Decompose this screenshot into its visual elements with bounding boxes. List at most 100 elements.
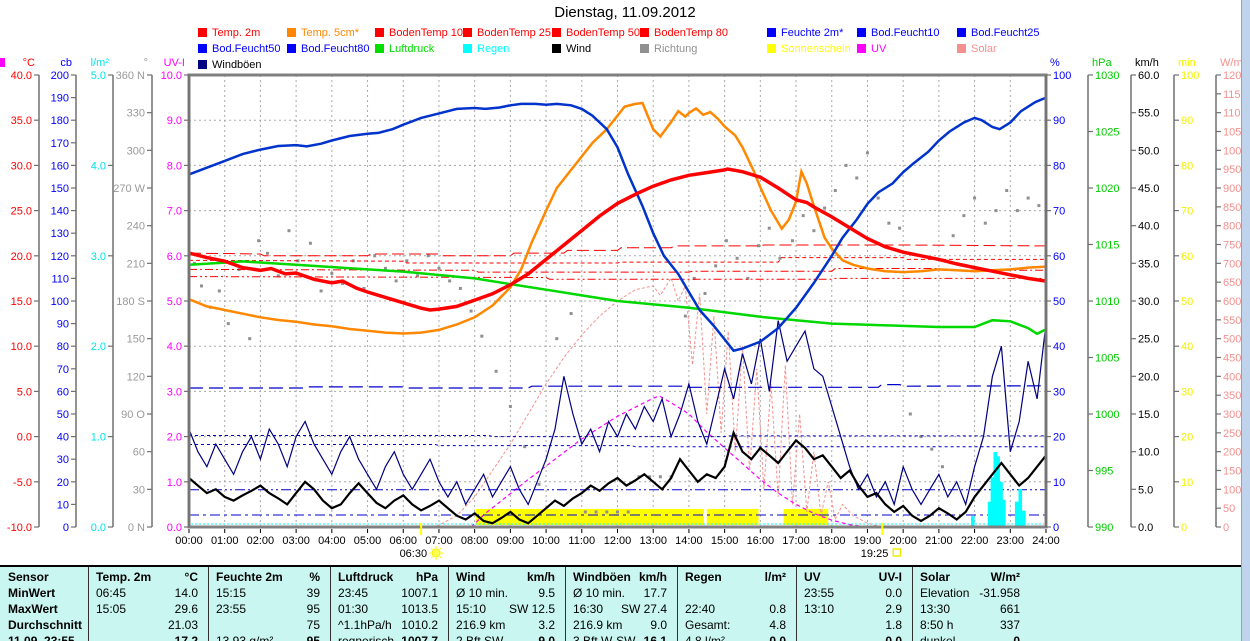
axis-label-wm2: 900 <box>1223 183 1241 195</box>
axis-label-lm2: 0.0 <box>91 522 106 534</box>
axis-label-cb: 40 <box>57 432 69 444</box>
axis-unit-cb: cb <box>60 57 72 69</box>
axis-label-wm2: 500 <box>1223 334 1241 346</box>
axis-label-wm2: 1150 <box>1223 89 1247 101</box>
series-richtung-point <box>605 510 609 514</box>
table-cell-value: 21.03 <box>167 618 198 632</box>
series-richtung-point <box>276 274 280 278</box>
series-richtung-point <box>658 475 662 479</box>
axis-label-cb: 140 <box>51 206 69 218</box>
axis-label-dir: 330 <box>127 108 145 120</box>
series-richtung-point <box>341 281 345 285</box>
x-axis-label: 03:00 <box>282 535 310 547</box>
table-cell-label: 06:45 <box>96 586 127 600</box>
axis-label-kmh: 20.0 <box>1138 371 1159 383</box>
legend-swatch-icon <box>552 28 561 37</box>
table-row-label: 11.09. 23:55 <box>8 634 75 641</box>
series-richtung-point <box>416 274 420 278</box>
table-cell-label: 216.9 km <box>456 618 506 632</box>
legend-swatch-icon <box>640 28 649 37</box>
axis-label-kmh: 25.0 <box>1138 334 1159 346</box>
axis-unit-temp: °C <box>23 57 35 69</box>
series-richtung-point <box>735 256 739 260</box>
axis-label-hpa: 990 <box>1095 522 1113 534</box>
legend-label: Regen <box>477 43 510 55</box>
axis-label-pct: 20 <box>1053 432 1065 444</box>
legend-label: BodenTemp 80 <box>654 27 728 39</box>
axis-label-temp: 10.0 <box>11 341 32 353</box>
axis-label-cb: 130 <box>51 228 69 240</box>
series-richtung-point <box>308 241 312 245</box>
sunrise-sun-ray <box>439 556 442 559</box>
axis-label-pct: 50 <box>1053 296 1065 308</box>
axis-label-temp: 25.0 <box>11 206 32 218</box>
series-richtung-point <box>962 214 966 218</box>
table-header-unit: km/h <box>638 570 667 584</box>
legend-item-bod-feucht25: Bod.Feucht25 <box>957 27 1040 39</box>
table-cell-value: 661 <box>999 602 1020 616</box>
legend-swatch-icon <box>552 44 561 53</box>
table-cell-label: regnerisch <box>338 634 395 641</box>
x-axis-label: 17:00 <box>782 535 810 547</box>
table-cell-label: 15:15 <box>216 586 247 600</box>
axis-label-minax: 70 <box>1181 206 1193 218</box>
axis-label-kmh: 15.0 <box>1138 409 1159 421</box>
sunrise-sun-ray <box>430 556 433 559</box>
axis-label-temp: -5.0 <box>13 477 32 489</box>
x-axis-label: 01:00 <box>211 535 239 547</box>
series-wind <box>188 429 1047 525</box>
table-cell-label: Ø 10 min. <box>573 586 626 600</box>
axis-label-pct: 30 <box>1053 386 1065 398</box>
table-header-Feuchte 2m: Feuchte 2m <box>216 570 283 584</box>
legend-item-bodentemp-25: BodenTemp 25 <box>463 27 551 39</box>
axis-label-temp: 20.0 <box>11 251 32 263</box>
axis-label-minax: 40 <box>1181 341 1193 353</box>
x-axis-label: 09:00 <box>497 535 525 547</box>
table-cell-value: 16.1 <box>643 634 667 641</box>
axis-label-dir: 180 S <box>116 296 145 308</box>
series-richtung-point <box>199 284 203 288</box>
table-cell-value: 1013.5 <box>401 602 438 616</box>
legend-label: Sonnenschein <box>781 43 851 55</box>
axis-label-hpa: 1015 <box>1095 240 1119 252</box>
x-axis-label: 14:00 <box>675 535 703 547</box>
table-row-label: MaxWert <box>8 602 58 616</box>
series-richtung-point <box>833 189 837 193</box>
x-axis-label: 08:00 <box>461 535 489 547</box>
axis-label-dir: 0 N <box>128 522 145 534</box>
axis-label-pct: 10 <box>1053 477 1065 489</box>
series-richtung-point <box>801 214 805 218</box>
series-richtung-point <box>594 510 598 514</box>
axis-label-pct: 40 <box>1053 341 1065 353</box>
legend-item-bodentemp-50: BodenTemp 50 <box>552 27 640 39</box>
axis-label-minax: 100 <box>1181 70 1199 82</box>
legend-label: BodenTemp 25 <box>477 27 551 39</box>
table-header-Solar: Solar <box>920 570 951 584</box>
axis-label-kmh: 40.0 <box>1138 221 1159 233</box>
sunset-time: 19:25 <box>861 548 889 560</box>
series-richtung-point <box>919 435 923 439</box>
axis-label-dir: 120 <box>127 371 145 383</box>
axis-label-wm2: 850 <box>1223 202 1241 214</box>
sensor-summary-table: Sensor Temp. 2m °C Feuchte 2m% Luftdruck hPa W… <box>0 565 1250 641</box>
axis-label-cb: 200 <box>51 70 69 82</box>
axis-label-dir: 60 <box>133 447 145 459</box>
series-richtung-point <box>683 314 687 318</box>
series-richtung-point <box>994 209 998 213</box>
axis-label-pct: 90 <box>1053 115 1065 127</box>
series-boden10 <box>188 244 1047 257</box>
legend-label: Temp. 5cm* <box>301 27 360 39</box>
series-richtung-point <box>951 234 955 238</box>
axis-label-minax: 0 <box>1181 522 1187 534</box>
series-richtung-point <box>569 312 573 316</box>
axis-label-kmh: 10.0 <box>1138 447 1159 459</box>
axis-label-hpa: 995 <box>1095 466 1113 478</box>
table-cell-label: dunkel <box>920 634 956 641</box>
table-header-unit: % <box>309 570 320 584</box>
axis-label-temp: 35.0 <box>11 115 32 127</box>
axis-label-minax: 90 <box>1181 115 1193 127</box>
table-cell-value: 337 <box>999 618 1020 632</box>
series-richtung-point <box>508 404 512 408</box>
legend-item-temp-5cm-: Temp. 5cm* <box>287 27 359 39</box>
axis-label-uvi: 7.0 <box>167 206 182 218</box>
